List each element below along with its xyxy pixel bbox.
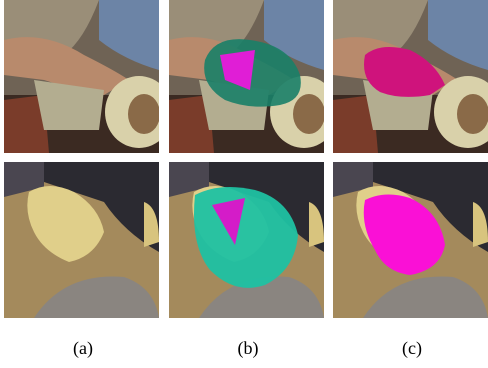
image-a1: [4, 0, 173, 153]
caption: (b): [238, 338, 259, 359]
caption: (c): [402, 338, 422, 359]
caption: (a): [73, 338, 93, 359]
image-a2: [4, 162, 159, 318]
figure: (a) (b) (c): [0, 0, 488, 368]
